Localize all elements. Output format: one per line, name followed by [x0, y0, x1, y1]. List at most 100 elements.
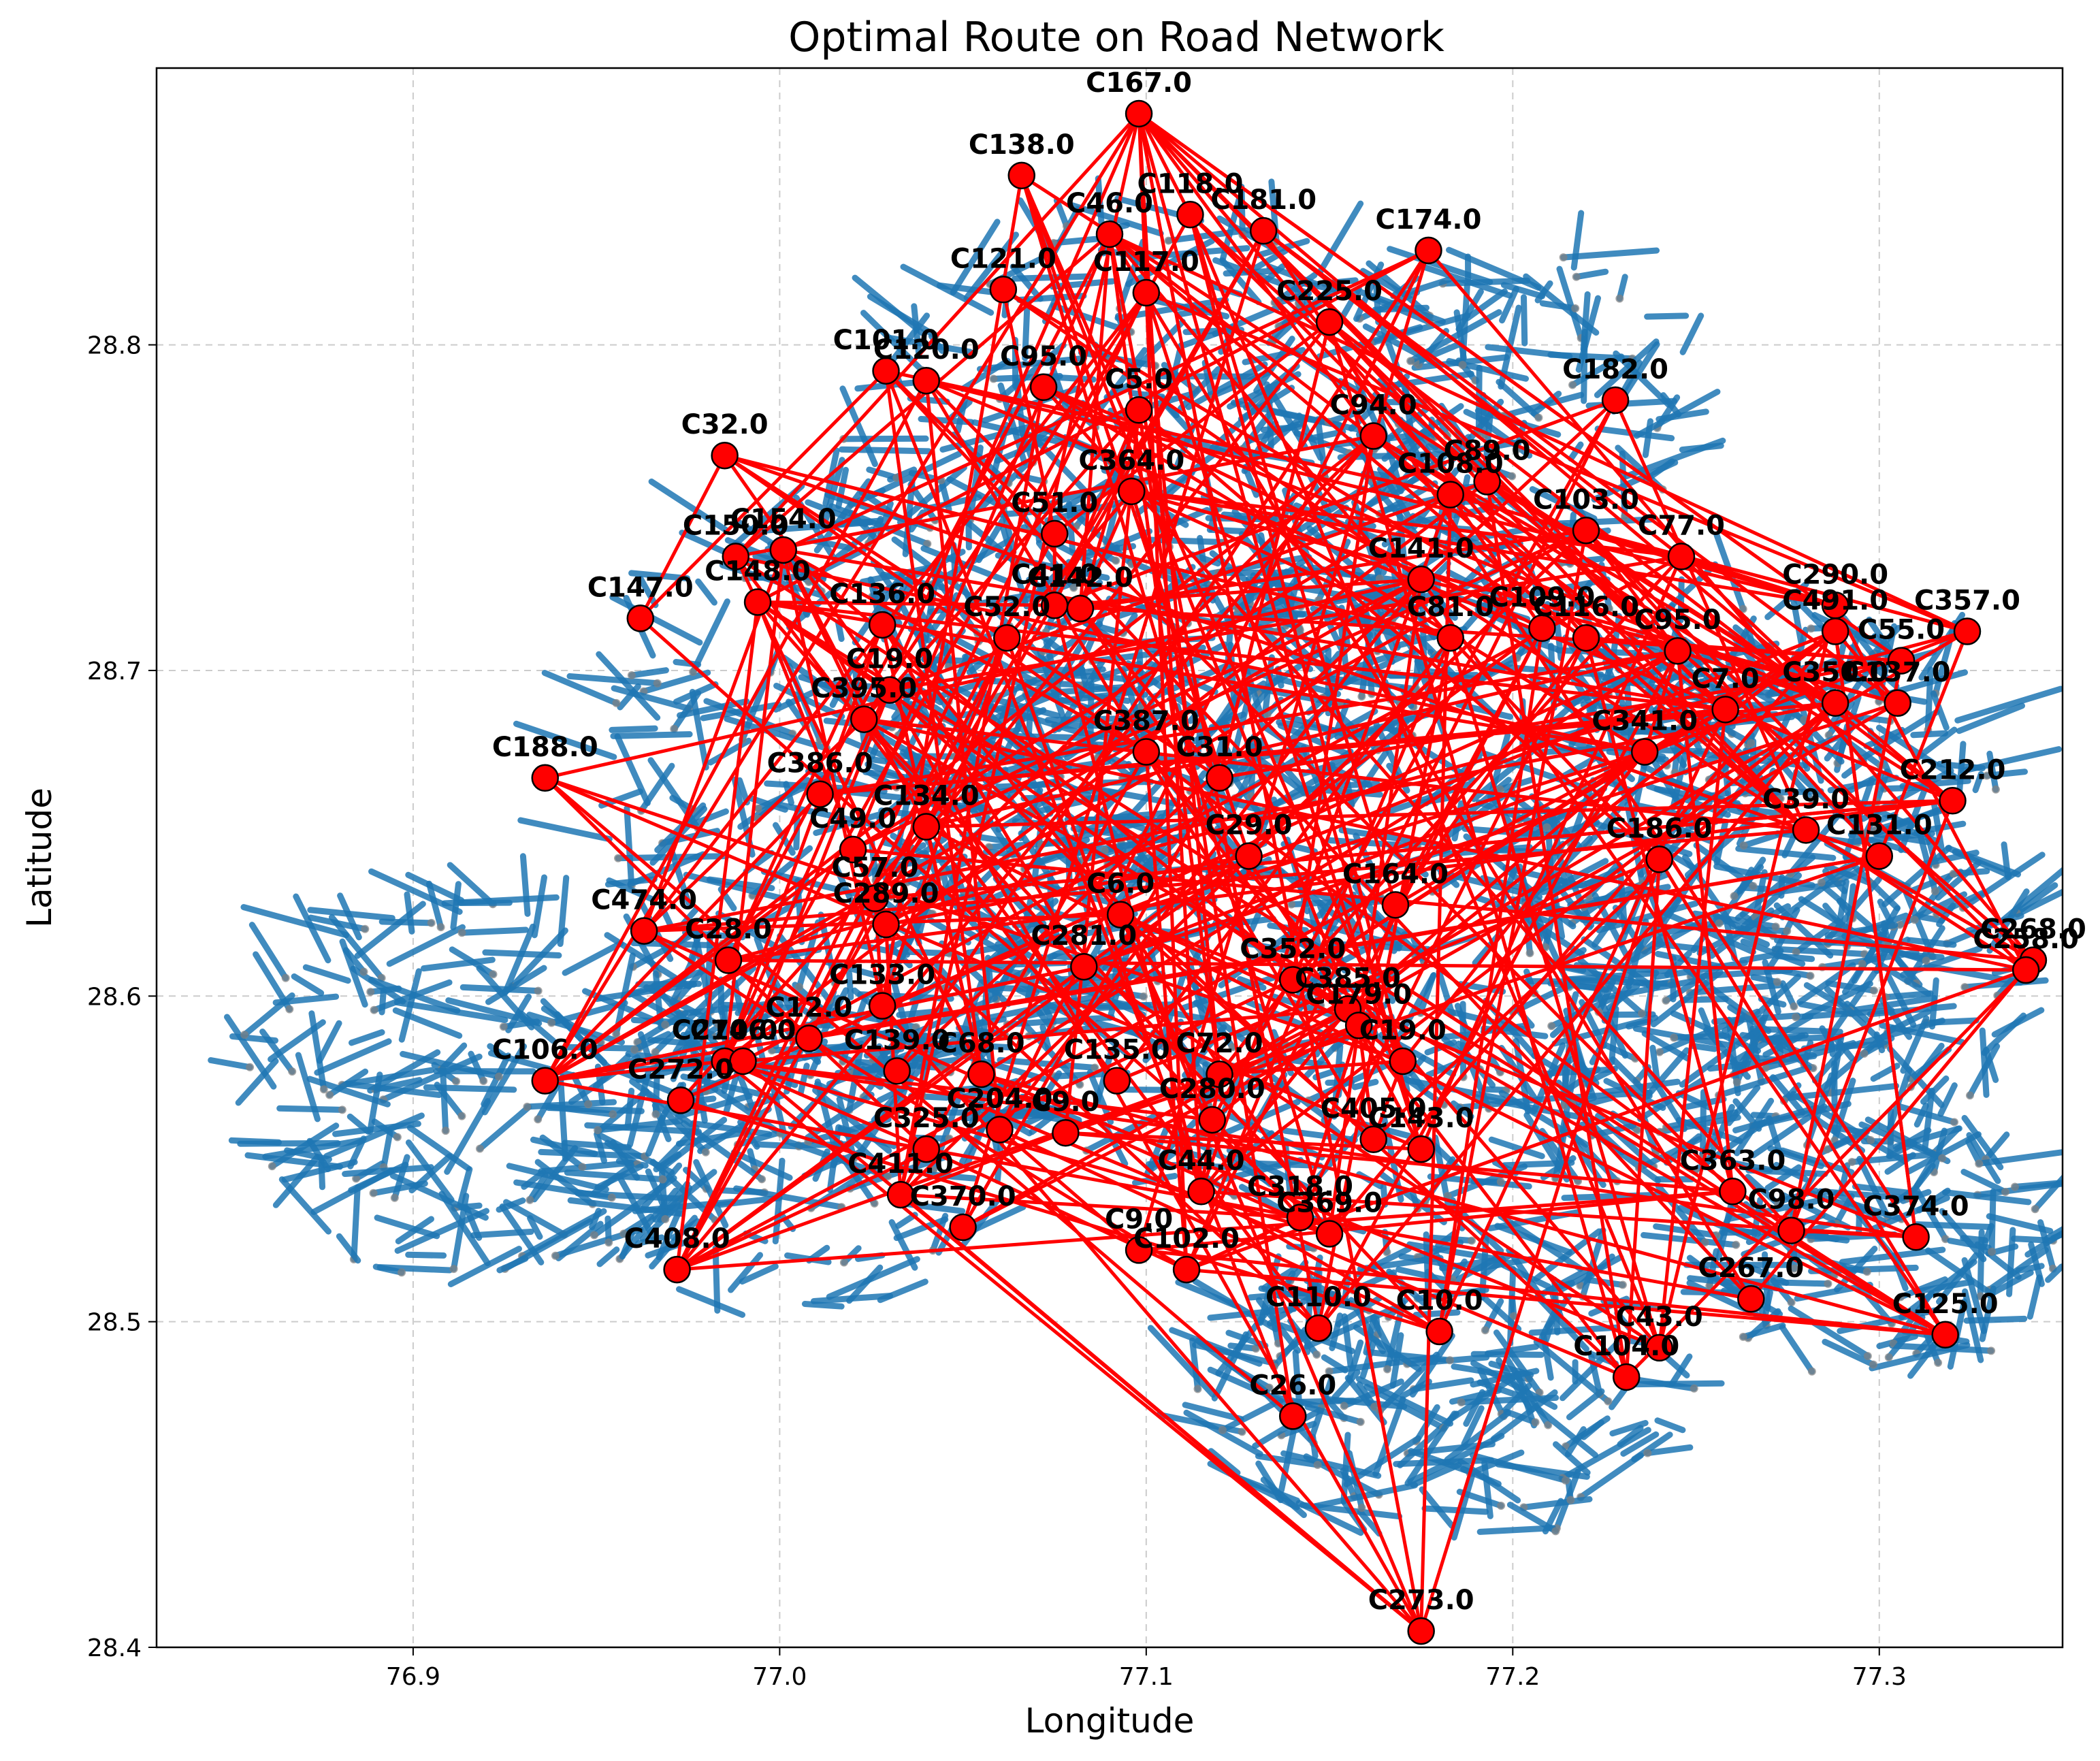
road-segment	[594, 1118, 683, 1133]
road-segment	[1586, 1277, 1626, 1289]
road-segment	[1785, 662, 1819, 675]
road-segment	[1255, 1453, 1321, 1468]
route-stop-marker	[1612, 1363, 1641, 1391]
road-segment	[1193, 999, 1251, 1046]
road-segment	[1730, 864, 1764, 899]
road-node	[1238, 1427, 1246, 1436]
stop-label: C108.0	[1398, 449, 1504, 480]
route-stop-marker	[872, 910, 900, 939]
road-segment	[1319, 663, 1372, 701]
route-segment	[544, 896, 876, 1082]
stop-label: C148.0	[705, 555, 811, 587]
road-segment	[1832, 1193, 1855, 1227]
road-segment	[1959, 746, 2062, 775]
route-segment	[1020, 174, 1405, 1062]
road-segment	[1208, 1448, 1241, 1476]
road-segment	[692, 965, 757, 1029]
route-stop-marker	[886, 1180, 915, 1209]
road-node	[670, 724, 679, 733]
route-stop-marker	[1821, 617, 1849, 645]
route-stop-marker	[769, 536, 798, 564]
road-segment	[1644, 312, 1690, 320]
road-segment	[1727, 1197, 1826, 1222]
x-axis-label: Longitude	[1025, 1701, 1195, 1741]
stop-label: C135.0	[1064, 1035, 1170, 1066]
road-segment	[624, 805, 635, 889]
route-segment	[888, 688, 1628, 1378]
route-stop-marker	[1884, 689, 1911, 717]
route-stop-marker	[1359, 422, 1387, 450]
road-node	[689, 668, 698, 677]
route-stop-marker	[1630, 738, 1659, 766]
road-node	[393, 1133, 402, 1142]
route-segment	[680, 1098, 1440, 1334]
stop-label: C41.0	[1011, 559, 1098, 590]
stop-label: C325.0	[873, 1103, 980, 1134]
stop-label: C281.0	[1031, 920, 1137, 952]
stop-label: C386.0	[767, 748, 873, 779]
x-axis-ticks: 76.9 77.0 77.1 77.2 77.3	[386, 1647, 1907, 1691]
road-node	[1771, 922, 1780, 931]
route-stop-marker	[626, 604, 655, 632]
route-segment	[1186, 1267, 1945, 1337]
road-node	[457, 1112, 466, 1120]
road-segment	[689, 688, 709, 771]
road-segment	[1577, 1452, 1644, 1500]
road-segment	[1822, 1338, 1877, 1368]
road-node	[1340, 1402, 1348, 1410]
road-node	[754, 804, 762, 813]
road-segment	[496, 1255, 529, 1274]
route-stop-marker	[1601, 386, 1630, 415]
road-segment	[1779, 980, 1797, 1010]
stop-label: C49.0	[809, 803, 896, 835]
road-node	[1496, 1178, 1505, 1186]
road-segment	[1493, 1329, 1543, 1396]
road-segment	[1644, 1444, 1694, 1457]
road-node	[1806, 971, 1815, 980]
route-segment	[1078, 607, 1221, 779]
road-segment	[1986, 750, 1999, 793]
route-stop-marker	[722, 543, 750, 570]
road-segment	[734, 1129, 785, 1148]
road-node	[1572, 272, 1581, 281]
stop-label: C411.0	[847, 1148, 954, 1180]
road-segment	[262, 1137, 364, 1160]
route-stop-marker	[1052, 1118, 1080, 1147]
route-segment	[676, 708, 1726, 1272]
route-segment	[677, 1189, 1733, 1272]
route-segment	[1680, 555, 1837, 705]
stop-label: C106.0	[492, 1035, 598, 1066]
road-segment	[1556, 265, 1585, 342]
road-node	[1140, 992, 1148, 1001]
road-segment	[1907, 937, 1957, 948]
stop-label: C101.0	[833, 325, 939, 356]
route-stop-marker	[729, 1047, 757, 1076]
x-tick-label: 77.0	[752, 1663, 807, 1691]
stop-label: C147.0	[587, 572, 694, 603]
stop-label: C98.0	[1748, 1184, 1835, 1216]
stop-label: C341.0	[1592, 706, 1698, 737]
stop-label: C405.0	[1321, 1093, 1427, 1125]
road-node	[653, 679, 662, 688]
road-node	[1357, 1503, 1366, 1512]
road-segment	[447, 1246, 522, 1287]
road-segment	[1260, 1476, 1307, 1519]
y-axis-label: Latitude	[20, 788, 59, 928]
road-node	[1858, 960, 1867, 969]
road-node	[795, 982, 804, 991]
stop-label: C26.0	[1249, 1370, 1336, 1401]
road-segment	[1841, 615, 1889, 674]
road-segment	[295, 1052, 321, 1122]
route-segment	[723, 112, 1141, 1062]
road-segment	[1937, 1082, 1958, 1117]
road-segment	[1485, 1343, 1540, 1357]
road-segment	[503, 1199, 568, 1238]
road-node	[1542, 823, 1551, 832]
road-segment	[328, 914, 385, 982]
route-segment	[1065, 854, 1880, 1135]
stop-label: C369.0	[1276, 1187, 1383, 1218]
road-segment	[1787, 807, 1845, 877]
road-segment	[772, 1157, 786, 1245]
route-segment	[1137, 112, 1375, 438]
road-node	[1566, 1496, 1575, 1504]
